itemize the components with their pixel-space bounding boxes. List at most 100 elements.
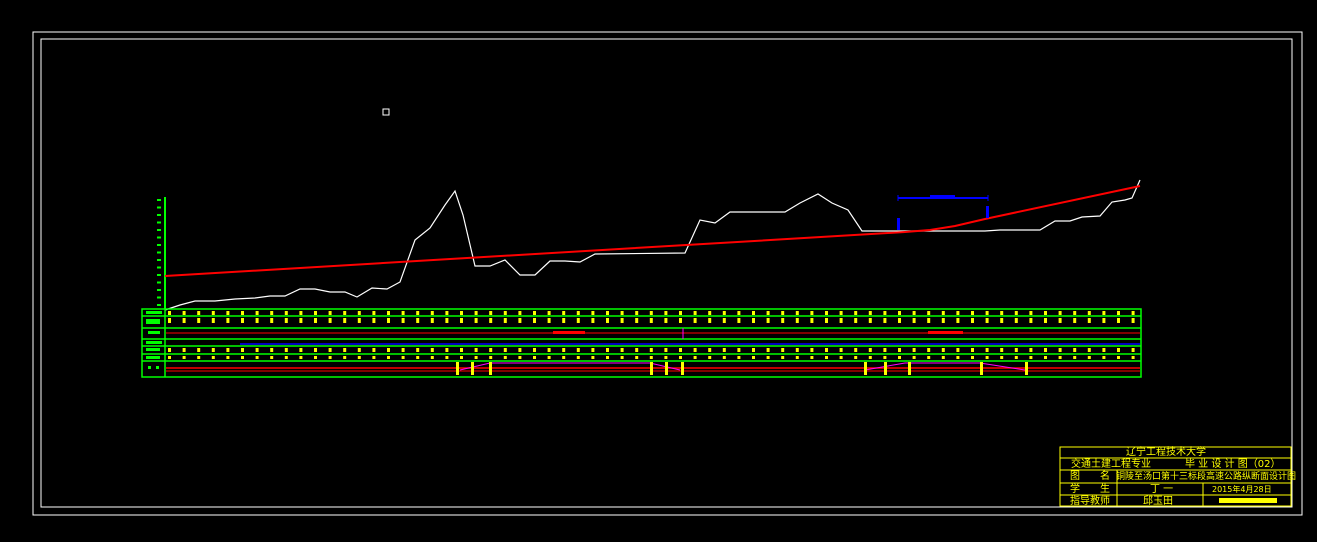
- station-mark: [854, 356, 858, 359]
- axis-tick-label: [157, 229, 161, 231]
- station-mark: [810, 318, 814, 323]
- superelevation-mark: [864, 362, 867, 375]
- station-mark: [708, 356, 712, 359]
- station-mark: [576, 311, 580, 315]
- station-mark: [299, 318, 303, 323]
- station-mark: [343, 348, 347, 352]
- station-mark: [649, 311, 653, 315]
- station-mark: [781, 318, 785, 323]
- station-mark: [1073, 318, 1077, 323]
- geology-label: [928, 331, 963, 334]
- station-mark: [708, 318, 712, 323]
- station-mark: [416, 318, 420, 323]
- station-mark: [679, 318, 682, 323]
- band-station-marks: [166, 311, 1140, 375]
- station-mark: [737, 311, 741, 315]
- station-mark: [591, 311, 595, 315]
- station-mark: [1073, 348, 1077, 352]
- station-mark: [299, 356, 303, 359]
- station-mark: [314, 348, 317, 352]
- axis-tick-label: [157, 296, 161, 299]
- superelevation-mark: [681, 362, 684, 375]
- station-mark: [766, 356, 770, 359]
- superelevation-mark: [471, 362, 474, 375]
- station-mark: [372, 348, 376, 352]
- station-mark: [839, 311, 843, 315]
- station-mark: [357, 356, 361, 359]
- station-mark: [810, 348, 814, 352]
- station-mark: [606, 356, 609, 359]
- station-mark: [460, 311, 463, 315]
- station-mark: [299, 311, 303, 315]
- station-mark: [722, 356, 726, 359]
- station-mark: [372, 311, 376, 315]
- station-mark: [1058, 318, 1062, 323]
- drawing-name-label: 图 名: [1070, 471, 1110, 482]
- station-mark: [284, 348, 288, 352]
- station-mark: [1058, 356, 1062, 359]
- station-mark: [854, 318, 858, 323]
- station-mark: [620, 311, 624, 315]
- station-mark: [679, 348, 682, 352]
- station-mark: [1087, 318, 1091, 323]
- station-mark: [314, 311, 317, 315]
- station-mark: [226, 311, 230, 315]
- station-mark: [533, 348, 536, 352]
- station-mark: [1044, 356, 1047, 359]
- station-mark: [1000, 356, 1004, 359]
- station-mark: [737, 348, 741, 352]
- station-mark: [226, 348, 230, 352]
- title-block: [1059, 446, 1292, 507]
- station-mark: [430, 348, 434, 352]
- station-mark: [1058, 311, 1062, 315]
- station-mark: [430, 356, 434, 359]
- station-mark: [868, 318, 872, 323]
- station-mark: [372, 356, 376, 359]
- axis-tick-label: [157, 236, 161, 239]
- station-mark: [868, 348, 872, 352]
- station-mark: [1087, 356, 1091, 359]
- station-mark: [664, 356, 668, 359]
- station-mark: [941, 348, 945, 352]
- station-mark: [168, 318, 171, 323]
- station-mark: [664, 311, 668, 315]
- station-mark: [693, 356, 697, 359]
- station-mark: [576, 348, 580, 352]
- station-mark: [241, 311, 244, 315]
- station-mark: [854, 311, 858, 315]
- station-mark: [898, 318, 901, 323]
- station-mark: [270, 318, 274, 323]
- station-mark: [912, 356, 916, 359]
- station-mark: [533, 318, 536, 323]
- station-mark: [562, 311, 566, 315]
- station-mark: [1044, 348, 1047, 352]
- station-mark: [284, 356, 288, 359]
- station-mark: [284, 318, 288, 323]
- axis-tick-label: [157, 289, 161, 291]
- station-mark: [460, 356, 463, 359]
- superelevation-mark: [456, 362, 459, 375]
- station-mark: [1102, 318, 1106, 323]
- station-mark: [591, 356, 595, 359]
- station-mark: [883, 318, 887, 323]
- station-mark: [679, 356, 682, 359]
- station-mark: [1029, 348, 1033, 352]
- station-mark: [956, 356, 960, 359]
- outer-frame: [32, 31, 1303, 516]
- station-mark: [328, 356, 332, 359]
- axis-tick-label: [157, 244, 161, 246]
- station-mark: [197, 311, 201, 315]
- station-mark: [343, 356, 347, 359]
- station-mark: [503, 311, 507, 315]
- station-mark: [898, 348, 901, 352]
- superelevation-transition: [459, 362, 681, 371]
- station-mark: [941, 311, 945, 315]
- station-mark: [1131, 318, 1135, 323]
- university-name: 辽宁工程技术大学: [1126, 447, 1206, 458]
- station-mark: [211, 356, 215, 359]
- station-mark: [474, 311, 478, 315]
- station-mark: [445, 311, 449, 315]
- axis-tick-label: [157, 259, 161, 261]
- superelevation-mark: [489, 362, 492, 375]
